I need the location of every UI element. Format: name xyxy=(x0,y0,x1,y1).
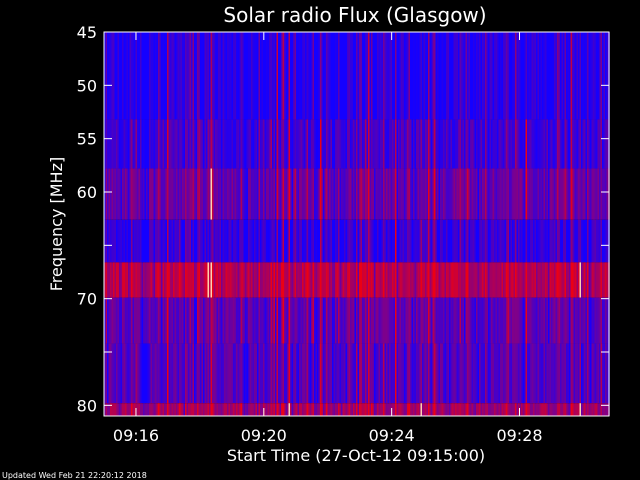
y-tick-label: 45 xyxy=(77,23,97,42)
frequency-band-6 xyxy=(104,343,610,404)
y-tick-label: 50 xyxy=(77,76,97,95)
frequency-band-4 xyxy=(104,262,610,298)
x-tick-label: 09:24 xyxy=(369,426,415,445)
y-axis: 45 50 55 60 70 80 xyxy=(77,23,609,415)
chart-title: Solar radio Flux (Glasgow) xyxy=(223,3,486,27)
frequency-band-3 xyxy=(104,219,610,263)
plot-frame xyxy=(103,31,610,417)
x-tick-label: 09:20 xyxy=(241,426,287,445)
y-axis-label: Frequency [MHz] xyxy=(47,157,66,291)
y-tick-label: 60 xyxy=(77,183,97,202)
x-tick-label: 09:28 xyxy=(496,426,542,445)
x-axis: 09:16 09:20 09:24 09:28 xyxy=(113,32,543,445)
frequency-band-5 xyxy=(104,297,610,344)
x-axis-label: Start Time (27-Oct-12 09:15:00) xyxy=(227,446,485,465)
x-tick-label: 09:16 xyxy=(113,426,159,445)
y-tick-label: 70 xyxy=(77,290,97,309)
y-tick-label: 80 xyxy=(77,396,97,415)
frequency-band-1 xyxy=(104,119,610,169)
updated-timestamp: Updated Wed Feb 21 22:20:12 2018 xyxy=(2,471,147,480)
spectrogram-plot-area xyxy=(104,32,610,416)
y-tick-label: 55 xyxy=(77,130,97,149)
frequency-band-0 xyxy=(104,32,610,120)
frequency-band-7 xyxy=(104,403,610,416)
frequency-band-2 xyxy=(104,168,610,220)
